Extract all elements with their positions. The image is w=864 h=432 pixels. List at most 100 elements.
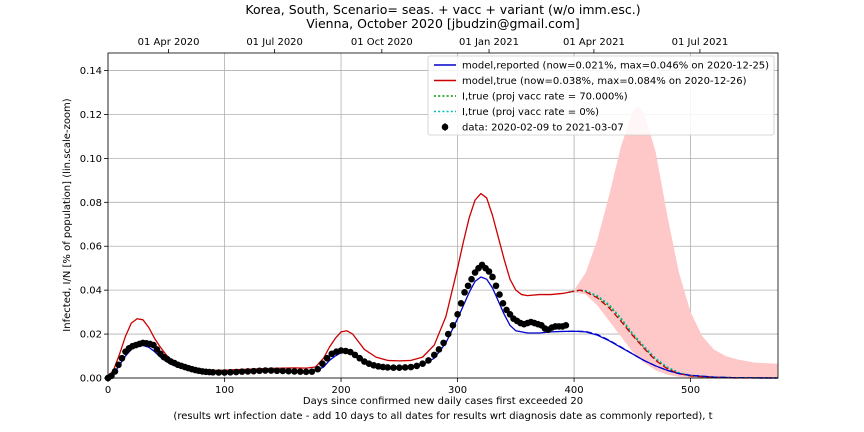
top-tick-label-3: 01 Jan 2021 <box>459 37 519 48</box>
data-point-79 <box>464 282 472 290</box>
data-point-56 <box>351 351 359 359</box>
data-point-72 <box>435 346 443 353</box>
data-point-87 <box>492 282 500 290</box>
data-point-34 <box>232 368 240 376</box>
y-tick-label-0: 0.00 <box>80 374 102 385</box>
y-tick-label-1: 0.02 <box>80 330 102 341</box>
data-point-13 <box>150 341 157 349</box>
data-point-76 <box>454 311 461 318</box>
plot-frame <box>107 52 779 379</box>
data-point-46 <box>302 368 310 376</box>
top-tick-label-5: 01 Jul 2021 <box>672 37 729 48</box>
series-line-5 <box>568 330 779 379</box>
data-point-66 <box>401 364 409 371</box>
legend-label-3: I,true (proj vacc rate = 0%) <box>462 107 599 118</box>
chart-title-line2: Vienna, October 2020 [jbudzin@gmail.com] <box>306 16 580 31</box>
x-axis-ticks: 0 100 200 300 400 500 <box>105 378 700 396</box>
data-point-45 <box>296 368 304 375</box>
y-axis-ticks: 0.00 0.02 0.04 0.06 0.08 0.10 0.12 0.14 <box>80 66 108 385</box>
data-point-32 <box>221 369 228 376</box>
data-point-73 <box>440 339 447 347</box>
legend-label-1: model,true (now=0.038%, max=0.084% on 20… <box>462 76 747 87</box>
legend: model,reported (now=0.021%, max=0.046% o… <box>427 55 775 136</box>
data-point-14 <box>153 346 161 353</box>
data-point-31 <box>215 369 222 376</box>
data-point-36 <box>244 368 252 375</box>
data-point-90 <box>503 306 510 314</box>
data-point-2 <box>111 368 119 375</box>
top-tick-label-0: 01 Apr 2020 <box>138 37 200 48</box>
data-point-68 <box>413 362 421 370</box>
data-point-49 <box>319 360 326 368</box>
data-point-67 <box>407 363 415 371</box>
x-tick-label-0: 0 <box>105 385 111 396</box>
data-point-47 <box>308 368 316 375</box>
top-tick-label-4: 01 Apr 2021 <box>563 37 625 48</box>
x-tick-label-2: 200 <box>331 385 350 396</box>
data-point-3 <box>115 361 122 369</box>
x-tick-label-5: 500 <box>681 385 700 396</box>
data-point-77 <box>457 300 465 307</box>
y-tick-label-7: 0.14 <box>80 66 102 77</box>
uncertainty-band <box>568 105 778 379</box>
data-point-33 <box>227 368 234 376</box>
data-point-65 <box>396 364 403 371</box>
legend-box <box>427 55 775 136</box>
data-point-63 <box>384 364 391 371</box>
y-axis-label: Infected, I/N [% of population] (lin.sca… <box>62 98 73 331</box>
data-point-71 <box>430 351 438 359</box>
data-point-57 <box>356 354 363 362</box>
data-point-30 <box>209 368 217 376</box>
legend-marker-4 <box>441 123 449 131</box>
x-axis-label-line1: Days since confirmed new daily cases fir… <box>303 396 583 407</box>
x-tick-label-4: 400 <box>565 385 584 396</box>
top-tick-label-1: 01 Jul 2020 <box>246 37 303 48</box>
data-point-107 <box>562 321 570 329</box>
data-point-1 <box>108 372 115 380</box>
data-point-4 <box>118 354 126 362</box>
data-point-88 <box>496 291 503 298</box>
data-point-40 <box>267 367 275 374</box>
x-tick-label-3: 300 <box>448 385 467 396</box>
data-point-43 <box>285 367 292 375</box>
band-layer <box>568 105 778 379</box>
data-point-44 <box>291 368 298 375</box>
x-axis-label-line2: (results wrt infection date - add 10 day… <box>173 411 712 422</box>
chart-title-line1: Korea, South, Scenario= seas. + vacc + v… <box>245 2 640 17</box>
data-points-layer <box>104 261 570 382</box>
top-tick-label-2: 01 Oct 2020 <box>351 37 413 48</box>
data-point-64 <box>390 364 397 371</box>
series-line-1 <box>107 192 569 379</box>
data-point-75 <box>449 321 457 329</box>
data-point-78 <box>461 289 468 296</box>
x-tick-label-1: 100 <box>215 385 234 396</box>
y-tick-label-2: 0.04 <box>80 286 102 297</box>
data-point-41 <box>273 367 281 375</box>
legend-label-4: data: 2020-02-09 to 2021-03-07 <box>462 123 624 134</box>
data-point-74 <box>444 330 452 338</box>
data-point-91 <box>506 311 514 318</box>
data-point-81 <box>471 269 479 276</box>
y-tick-label-5: 0.10 <box>80 154 102 165</box>
data-point-50 <box>323 354 331 362</box>
legend-entries: model,reported (now=0.021%, max=0.046% o… <box>434 61 769 134</box>
legend-label-0: model,reported (now=0.021%, max=0.046% o… <box>462 61 769 72</box>
data-point-86 <box>489 273 496 281</box>
series-line-4 <box>568 289 778 379</box>
data-point-38 <box>256 367 263 375</box>
data-point-37 <box>250 367 257 375</box>
y-tick-label-4: 0.08 <box>80 198 102 209</box>
y-tick-label-3: 0.06 <box>80 242 102 253</box>
legend-label-2: I,true (proj vacc rate = 70.000%) <box>462 92 628 103</box>
data-point-42 <box>279 367 287 375</box>
data-point-80 <box>468 275 475 283</box>
data-point-69 <box>419 360 426 368</box>
top-date-axis-ticks: 01 Apr 2020 01 Jul 2020 01 Oct 2020 01 Jan … <box>138 37 729 53</box>
data-point-85 <box>485 268 493 275</box>
data-point-89 <box>499 300 507 307</box>
data-point-39 <box>262 367 269 374</box>
data-point-48 <box>314 365 322 373</box>
data-point-35 <box>238 368 246 375</box>
data-point-70 <box>425 357 432 364</box>
